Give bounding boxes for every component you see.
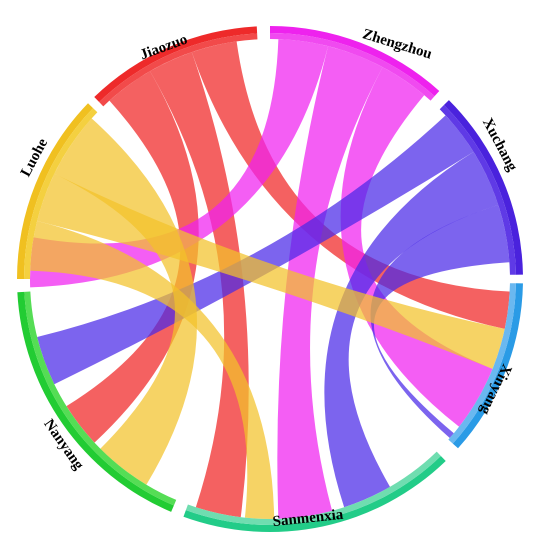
arc-luohe (17, 103, 94, 279)
arc-inner-jiaozuo (99, 33, 258, 107)
arc-zhengzhou (270, 26, 440, 97)
arc-xinyang (452, 283, 523, 449)
ribbon-xuchang-sanmenxia (324, 151, 499, 508)
ribbon-xuchang-xinyang (370, 204, 510, 439)
ribbon-jiaozuo-nanyang (66, 71, 199, 443)
arc-jiaozuo (94, 26, 258, 103)
arcs-layer (17, 26, 523, 532)
label-sanmenxia: Sanmenxia (272, 507, 345, 530)
ribbon-luohe-nanyang (54, 118, 197, 485)
arc-sanmenxia (183, 455, 446, 532)
ribbon-jiaozuo-xinyang (191, 41, 510, 329)
ribbon-luohe-sanmenxia (30, 220, 275, 519)
arc-inner-xinyang (448, 283, 516, 444)
ribbons-layer (30, 39, 510, 519)
ribbon-jiaozuo-sanmenxia (150, 52, 249, 518)
arc-inner-sanmenxia (185, 451, 441, 525)
arc-xuchang (443, 100, 523, 275)
ribbon-xuchang-nanyang (37, 115, 474, 385)
ribbon-zhengzhou-xinyang (340, 67, 493, 427)
ribbon-zhengzhou-sanmenxia (277, 46, 383, 519)
